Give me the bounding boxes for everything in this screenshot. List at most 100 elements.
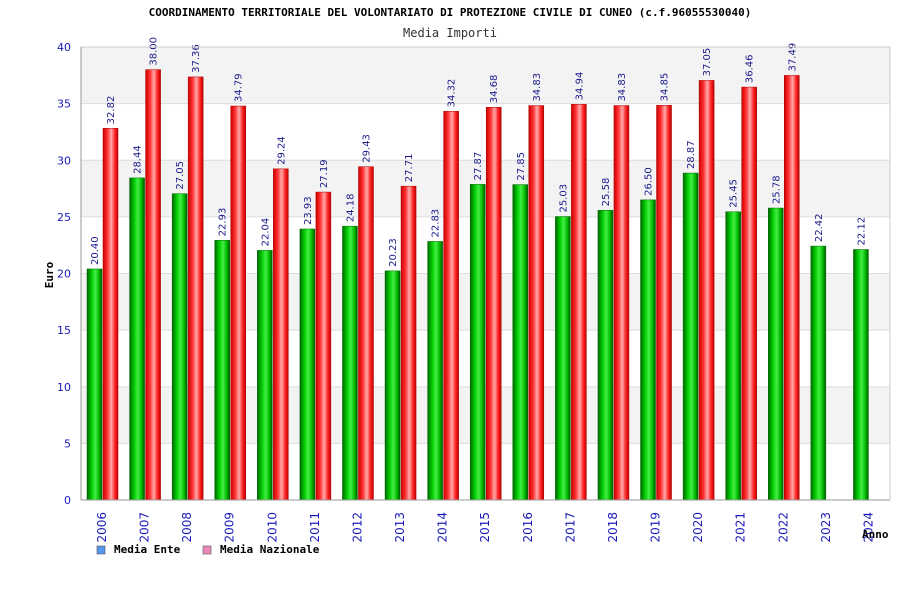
data-label-media-nazionale-2008: 37.36 [191,44,202,73]
data-label-media-nazionale-2018: 34.83 [617,73,628,102]
y-tick-label: 15 [57,324,71,337]
data-label-media-ente-2010: 22.04 [260,218,271,247]
data-label-media-ente-2017: 25.03 [558,184,569,213]
data-label-media-ente-2022: 25.78 [771,175,782,204]
bar-media-ente-2018 [597,210,614,501]
bar-media-ente-2020 [682,172,699,501]
x-tick-label-2019: 2019 [649,512,663,543]
bar-media-nazionale-2022 [784,75,800,501]
x-tick-label-2016: 2016 [521,512,535,543]
y-tick-label: 10 [57,381,71,394]
y-tick-label: 30 [57,154,71,167]
legend-label-media-nazionale: Media Nazionale [220,543,320,556]
bar-media-ente-2011 [299,228,316,501]
bar-media-nazionale-2015 [485,106,502,501]
data-label-media-nazionale-2012: 29.43 [361,134,372,163]
data-label-media-ente-2008: 27.05 [175,161,186,190]
bar-media-ente-2015 [469,184,486,501]
bar-media-ente-2019 [640,199,656,501]
bar-media-ente-2022 [768,207,784,501]
bar-media-ente-2023 [810,245,827,501]
bar-media-ente-2024 [853,249,869,501]
data-label-media-ente-2014: 22.83 [431,209,442,238]
data-label-media-nazionale-2007: 38.00 [149,37,160,66]
data-label-media-ente-2024: 22.12 [856,217,867,246]
bar-media-nazionale-2021 [741,86,757,501]
data-labels: 20.40 32.82 28.44 38.00 27.05 37.36 22.93 34.79… [90,37,867,267]
data-label-media-ente-2011: 23.93 [303,196,314,225]
x-tick-label-2013: 2013 [393,512,407,543]
data-label-media-ente-2013: 20.23 [388,238,399,267]
bar-media-nazionale-2010 [273,168,289,501]
data-label-media-nazionale-2013: 27.71 [404,154,415,183]
y-tick-label: 0 [64,494,71,507]
bar-media-nazionale-2011 [315,191,332,501]
data-label-media-nazionale-2006: 32.82 [106,96,117,125]
data-label-media-nazionale-2021: 36.46 [745,54,756,83]
data-label-media-ente-2018: 25.58 [601,178,612,207]
x-tick-label-2007: 2007 [138,512,152,543]
bar-media-ente-2007 [129,177,145,501]
data-label-media-ente-2016: 27.85 [516,152,527,181]
data-label-media-ente-2021: 25.45 [729,179,740,208]
x-tick-label-2023: 2023 [819,512,833,543]
chart-title: COORDINAMENTO TERRITORIALE DEL VOLONTARI… [149,6,752,19]
bar-media-nazionale-2009 [230,105,246,501]
y-tick-label: 25 [57,211,71,224]
x-tick-label-2009: 2009 [223,512,237,543]
x-tick-label-2022: 2022 [776,512,790,543]
data-label-media-ente-2015: 27.87 [473,152,484,181]
bar-media-nazionale-2018 [613,105,630,501]
bar-media-nazionale-2014 [443,111,459,501]
bar-media-nazionale-2019 [656,105,672,501]
x-tick-label-2024: 2024 [861,512,875,543]
bar-media-ente-2013 [384,270,401,501]
data-label-media-ente-2009: 22.93 [218,208,229,237]
x-axis-label: Anno [862,528,889,541]
legend-swatch-media-ente [96,545,106,555]
x-tick-label-2012: 2012 [350,512,364,543]
x-tick-label-2021: 2021 [734,512,748,543]
data-label-media-ente-2012: 24.18 [345,194,356,223]
data-label-media-nazionale-2019: 34.85 [660,73,671,102]
data-label-media-nazionale-2017: 34.94 [574,72,585,101]
bar-media-ente-2021 [725,211,741,501]
data-label-media-nazionale-2009: 34.79 [234,73,245,102]
data-label-media-ente-2007: 28.44 [133,145,144,174]
bar-media-ente-2014 [427,241,443,501]
x-tick-label-2015: 2015 [478,512,492,543]
legend: Media Ente Media Nazionale [96,543,320,556]
axes: 0 5 10 15 20 25 30 35 40 2006 2007 2008 2009 2010 2011… [57,41,891,543]
bar-media-nazionale-2017 [571,104,587,501]
x-tick-label-2008: 2008 [180,512,194,543]
data-label-media-ente-2023: 22.42 [814,213,825,242]
bar-media-ente-2009 [214,240,230,501]
x-tick-label-2017: 2017 [563,512,577,543]
bar-media-ente-2010 [257,250,273,501]
bar-media-ente-2016 [512,184,529,501]
chart-subtitle: Media Importi [403,26,497,40]
data-label-media-nazionale-2022: 37.49 [787,43,798,72]
bar-media-nazionale-2008 [187,76,204,501]
bar-media-nazionale-2020 [698,80,715,501]
legend-swatch-media-nazionale [202,545,212,555]
data-label-media-ente-2020: 28.87 [686,140,697,169]
x-tick-label-2011: 2011 [308,512,322,543]
bar-media-nazionale-2012 [358,166,374,501]
bar-media-ente-2012 [342,225,358,501]
x-tick-label-2018: 2018 [606,512,620,543]
bar-media-nazionale-2013 [400,185,417,501]
x-tick-label-2020: 2020 [691,512,705,543]
y-tick-label: 20 [57,268,71,281]
bar-media-nazionale-2007 [145,69,161,501]
data-label-media-nazionale-2016: 34.83 [532,73,543,102]
data-label-media-nazionale-2010: 29.24 [276,136,287,165]
y-tick-label: 35 [57,98,71,111]
bar-media-ente-2006 [86,268,103,501]
bar-media-nazionale-2006 [102,128,119,501]
data-label-media-ente-2019: 26.50 [644,167,655,196]
y-tick-label: 40 [57,41,71,54]
y-axis-label: Euro [43,261,56,288]
bar-media-ente-2017 [555,216,571,501]
